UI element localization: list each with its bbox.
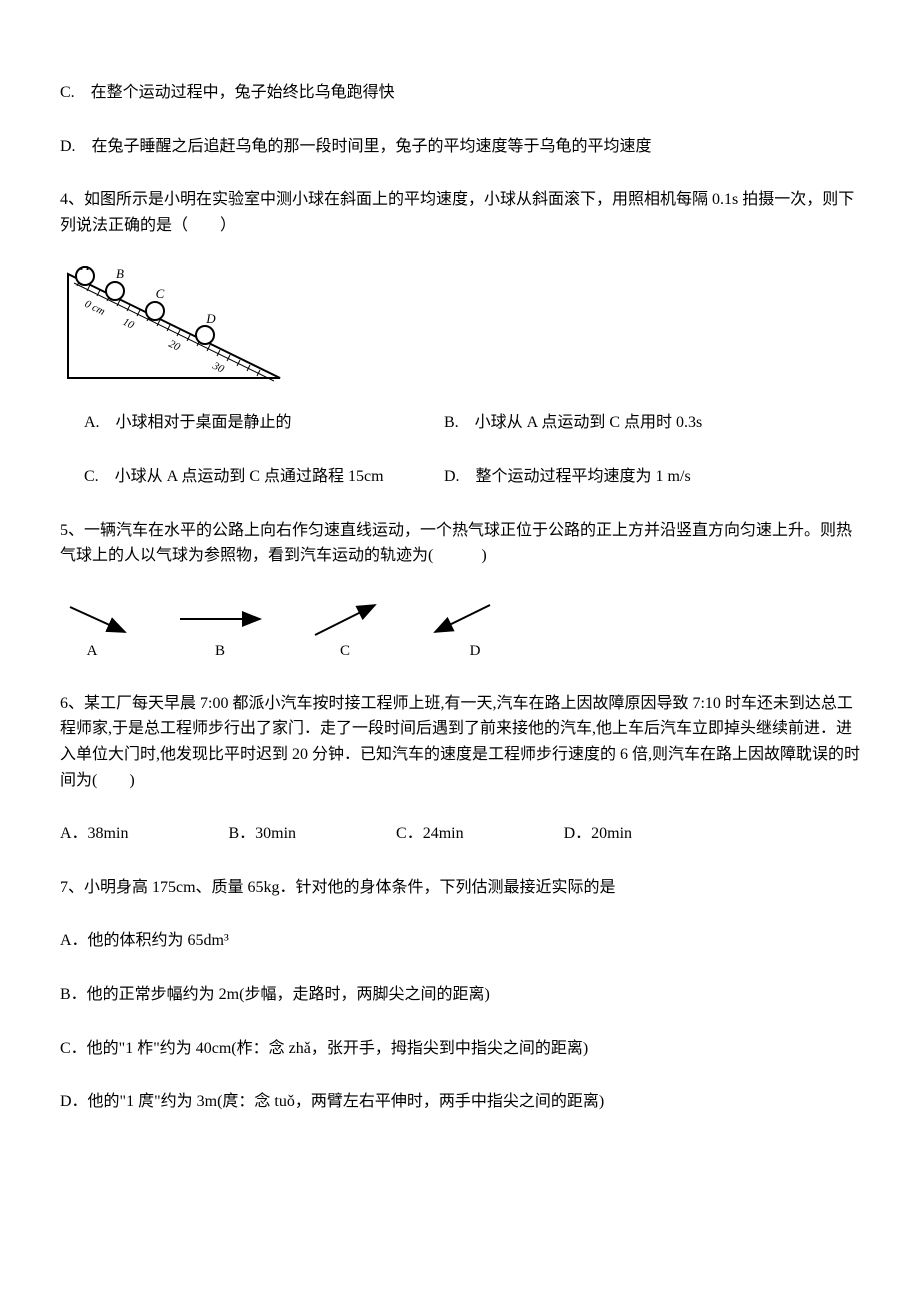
q7-option-a: A．他的体积约为 65dm³ <box>60 928 860 954</box>
q6-stem: 6、某工厂每天早晨 7:00 都派小汽车按时接工程师上班,有一天,汽车在路上因故… <box>60 691 860 793</box>
q4-ruler-10: 10 <box>121 316 137 332</box>
q4-ruler-0: 0 cm <box>83 298 107 318</box>
q4-option-b: B. 小球从 A 点运动到 C 点用时 0.3s <box>444 410 702 436</box>
q4-label-c: C <box>156 286 165 301</box>
q6-option-d: D．20min <box>564 821 632 847</box>
q4-label-b: B <box>116 266 124 281</box>
q7-stem: 7、小明身高 175cm、质量 65kg．针对他的身体条件，下列估测最接近实际的… <box>60 875 860 901</box>
q4-label-a: A <box>80 266 89 273</box>
q4-diagram: A B C D 0 cm 10 20 30 <box>60 266 860 386</box>
q5-diagram: A B C D <box>60 597 860 667</box>
q5-label-a: A <box>87 643 98 659</box>
q4-option-c: C. 小球从 A 点运动到 C 点通过路程 15cm <box>84 464 404 490</box>
q4-ruler-30: 30 <box>210 360 226 376</box>
q4-label-d: D <box>205 311 216 326</box>
q5-stem: 5、一辆汽车在水平的公路上向右作匀速直线运动，一个热气球正位于公路的正上方并沿竖… <box>60 518 860 569</box>
q7-option-c: C．他的"1 柞"约为 40cm(柞：念 zhǎ，张开手，拇指尖到中指尖之间的距… <box>60 1036 860 1062</box>
q4-option-d: D. 整个运动过程平均速度为 1 m/s <box>444 464 691 490</box>
q6-option-c: C．24min <box>396 821 464 847</box>
q4-option-a: A. 小球相对于桌面是静止的 <box>84 410 404 436</box>
q7-option-d: D．他的"1 庹"约为 3m(庹：念 tuǒ，两臂左右平伸时，两手中指尖之间的距… <box>60 1089 860 1115</box>
q6-option-a: A．38min <box>60 821 128 847</box>
q6-option-b: B．30min <box>228 821 296 847</box>
q3-option-c: C. 在整个运动过程中，兔子始终比乌龟跑得快 <box>60 80 860 106</box>
q3-option-d: D. 在兔子睡醒之后追赶乌龟的那一段时间里，兔子的平均速度等于乌龟的平均速度 <box>60 134 860 160</box>
q7-option-b: B．他的正常步幅约为 2m(步幅，走路时，两脚尖之间的距离) <box>60 982 860 1008</box>
q5-label-b: B <box>215 643 225 659</box>
q5-label-d: D <box>470 643 481 659</box>
q4-ruler-20: 20 <box>167 338 183 354</box>
q5-label-c: C <box>340 643 350 659</box>
q4-stem: 4、如图所示是小明在实验室中测小球在斜面上的平均速度，小球从斜面滚下，用照相机每… <box>60 187 860 238</box>
